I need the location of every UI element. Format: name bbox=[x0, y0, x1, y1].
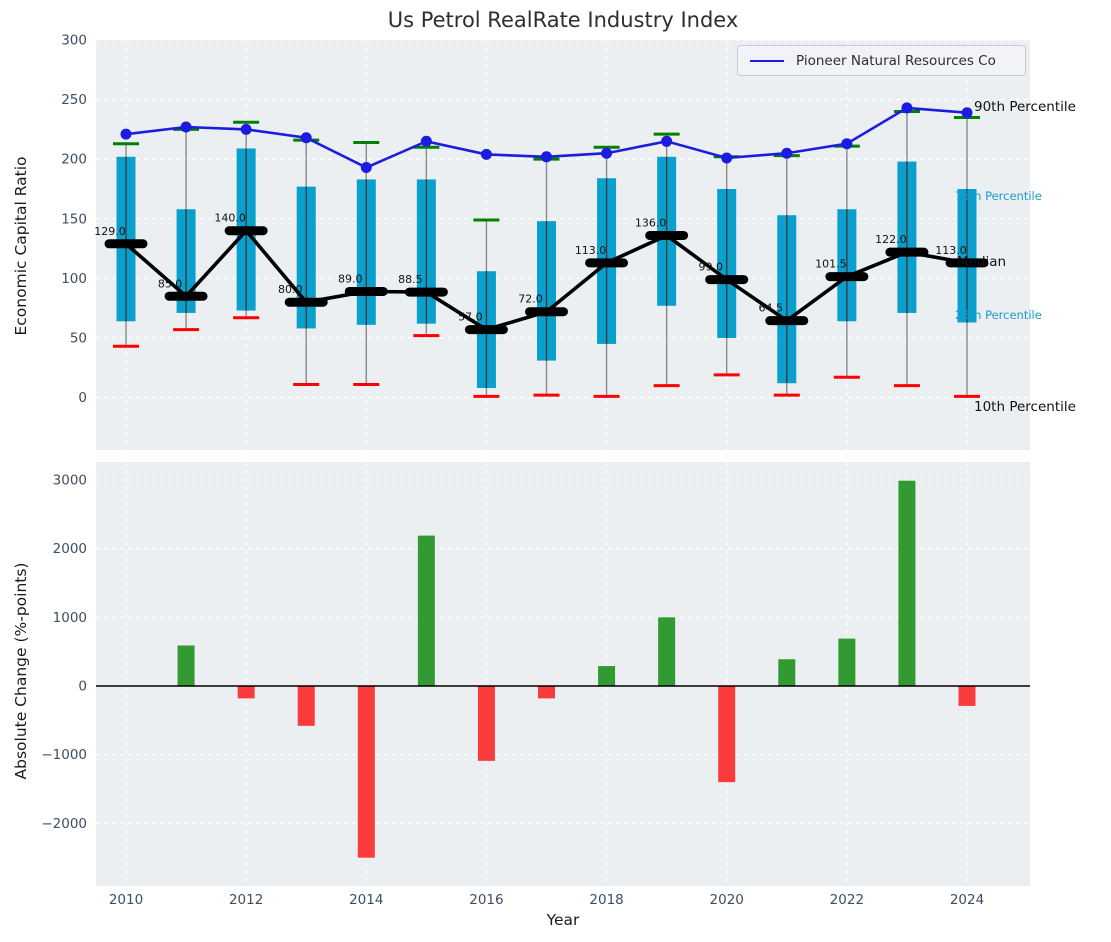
change-bar-2014 bbox=[357, 686, 375, 858]
pioneer-dot-2019 bbox=[661, 135, 673, 147]
median-value-label-2020: 99.0 bbox=[698, 261, 723, 274]
change-bar-2019 bbox=[658, 617, 676, 686]
pioneer-dot-2010 bbox=[120, 128, 132, 140]
top-y-axis-label: Economic Capital Ratio bbox=[12, 156, 30, 336]
change-bar-2022 bbox=[838, 638, 856, 686]
pioneer-dot-2016 bbox=[480, 148, 492, 160]
bottom-plot-background bbox=[96, 462, 1030, 886]
median-value-label-2016: 57.0 bbox=[458, 311, 483, 324]
change-bar-2011 bbox=[177, 645, 195, 686]
bottom-y-tick-label: 3000 bbox=[53, 472, 87, 488]
top-y-tick-label: 250 bbox=[61, 92, 87, 108]
x-tick-label-2012: 2012 bbox=[229, 892, 263, 908]
median-value-label-2010: 129.0 bbox=[94, 225, 126, 238]
median-value-label-2019: 136.0 bbox=[635, 216, 667, 229]
change-bar-2018 bbox=[598, 666, 616, 686]
annotation-90th-percentile: 90th Percentile bbox=[974, 99, 1076, 115]
bottom-y-axis-label: Absolute Change (%-points) bbox=[12, 562, 30, 780]
pioneer-dot-2020 bbox=[721, 152, 733, 164]
median-value-label-2021: 64.5 bbox=[759, 302, 784, 315]
pioneer-dot-2023 bbox=[901, 102, 913, 114]
change-bar-2023 bbox=[898, 480, 916, 686]
median-value-label-2022: 101.5 bbox=[815, 258, 847, 271]
pioneer-dot-2022 bbox=[841, 138, 853, 150]
x-tick-label-2018: 2018 bbox=[589, 892, 623, 908]
x-axis-label: Year bbox=[546, 911, 580, 929]
x-tick-label-2022: 2022 bbox=[830, 892, 864, 908]
bottom-y-tick-label: 0 bbox=[78, 679, 87, 695]
x-tick-label-2014: 2014 bbox=[349, 892, 383, 908]
change-bar-2012 bbox=[237, 686, 255, 699]
pioneer-dot-2024 bbox=[961, 107, 973, 119]
x-tick-label-2010: 2010 bbox=[109, 892, 143, 908]
bottom-y-tick-label: 1000 bbox=[53, 610, 87, 626]
top-y-tick-label: 50 bbox=[70, 330, 87, 346]
pioneer-dot-2013 bbox=[300, 132, 312, 144]
pioneer-dot-2014 bbox=[360, 162, 372, 174]
chart-title: Us Petrol RealRate Industry Index bbox=[387, 8, 739, 32]
median-value-label-2017: 72.0 bbox=[518, 293, 543, 306]
annotation-10th-percentile: 10th Percentile bbox=[974, 399, 1076, 415]
pioneer-dot-2015 bbox=[420, 135, 432, 147]
pioneer-dot-2012 bbox=[240, 123, 252, 135]
legend-series-label: Pioneer Natural Resources Co bbox=[796, 52, 996, 69]
change-bar-2016 bbox=[477, 686, 495, 761]
change-bar-2020 bbox=[718, 686, 736, 783]
pioneer-dot-2017 bbox=[541, 151, 552, 163]
bottom-y-tick-label: −2000 bbox=[41, 816, 87, 832]
median-value-label-2023: 122.0 bbox=[875, 233, 907, 246]
pioneer-dot-2011 bbox=[180, 121, 192, 133]
bottom-y-tick-label: −1000 bbox=[41, 747, 87, 763]
annotation-75th-percentile: 75th Percentile bbox=[955, 189, 1042, 203]
median-value-label-2012: 140.0 bbox=[214, 212, 246, 225]
top-y-tick-label: 200 bbox=[61, 152, 87, 168]
x-tick-label-2024: 2024 bbox=[950, 892, 984, 908]
change-bar-2021 bbox=[778, 659, 796, 686]
annotation-25th-percentile: 25th Percentile bbox=[955, 308, 1042, 322]
top-y-tick-label: 0 bbox=[78, 390, 87, 406]
median-value-label-2011: 85.0 bbox=[158, 277, 183, 290]
pioneer-dot-2018 bbox=[601, 147, 613, 159]
median-value-label-2015: 88.5 bbox=[398, 273, 423, 286]
top-y-tick-label: 100 bbox=[61, 271, 87, 287]
change-bar-2024 bbox=[958, 686, 976, 706]
median-value-label-2018: 113.0 bbox=[575, 244, 607, 257]
change-bar-2013 bbox=[297, 686, 315, 726]
median-value-label-2014: 89.0 bbox=[338, 272, 363, 285]
legend: Pioneer Natural Resources Co bbox=[737, 45, 1026, 76]
annotation-median: Median bbox=[957, 254, 1007, 270]
change-bar-2015 bbox=[417, 535, 435, 686]
pioneer-dot-2021 bbox=[781, 147, 793, 159]
top-y-tick-label: 150 bbox=[61, 211, 87, 227]
bottom-y-tick-label: 2000 bbox=[53, 541, 87, 557]
change-bar-2017 bbox=[538, 686, 555, 699]
x-tick-label-2020: 2020 bbox=[710, 892, 744, 908]
median-value-label-2024: 113.0 bbox=[935, 244, 967, 257]
legend-line-swatch bbox=[750, 59, 784, 62]
top-y-tick-label: 300 bbox=[61, 33, 87, 49]
median-value-label-2013: 80.0 bbox=[278, 283, 303, 296]
x-tick-label-2016: 2016 bbox=[469, 892, 503, 908]
